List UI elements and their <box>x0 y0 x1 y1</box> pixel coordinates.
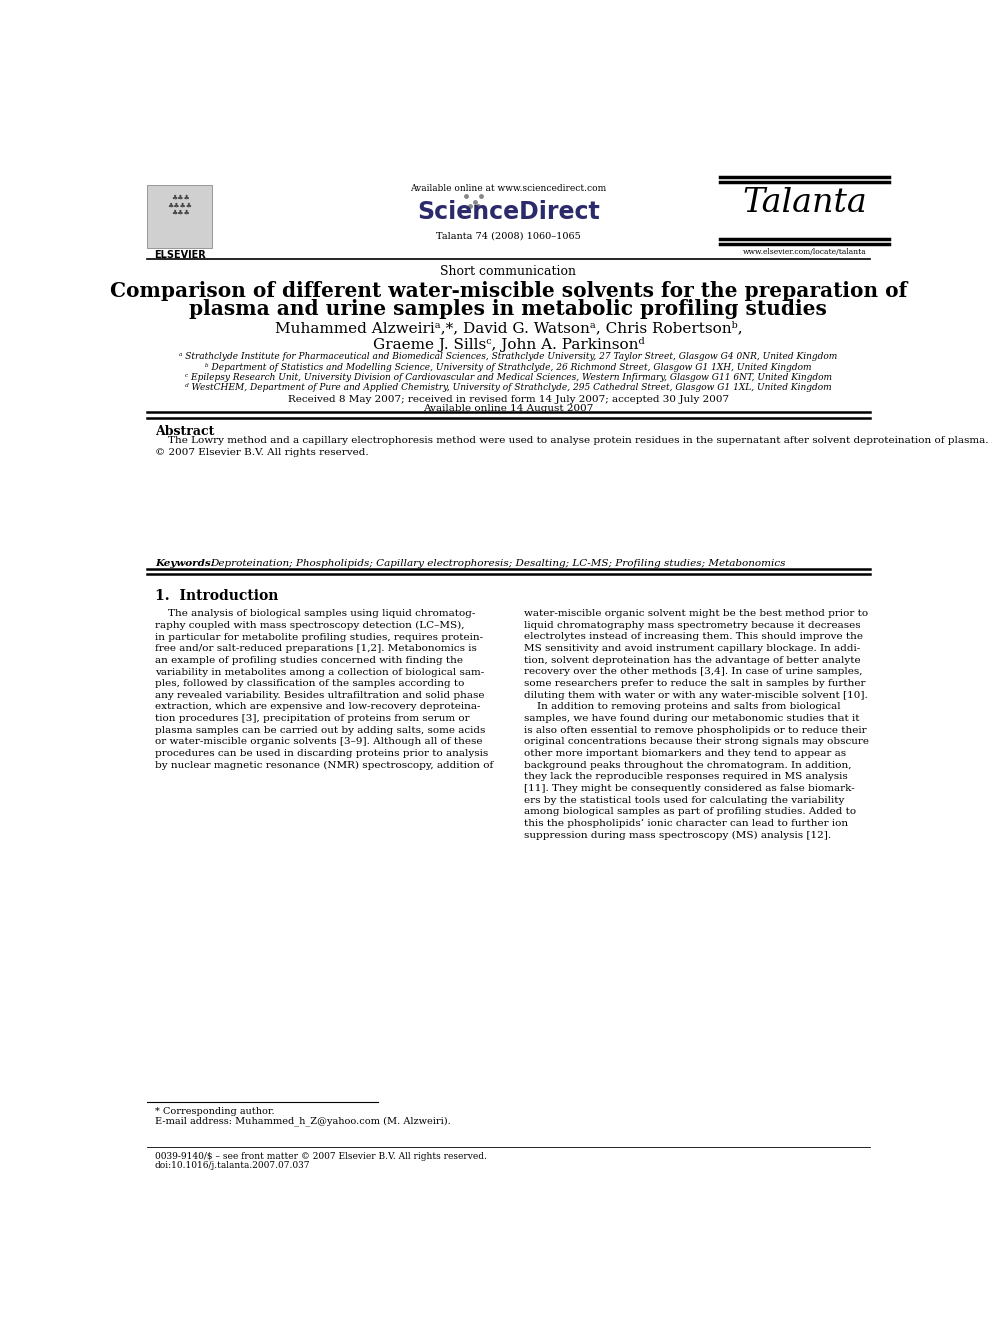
Text: ᵈ WestCHEM, Department of Pure and Applied Chemistry, University of Strathclyde,: ᵈ WestCHEM, Department of Pure and Appli… <box>186 382 831 392</box>
Text: 0039-9140/$ – see front matter © 2007 Elsevier B.V. All rights reserved.: 0039-9140/$ – see front matter © 2007 El… <box>155 1152 487 1162</box>
Text: 1.  Introduction: 1. Introduction <box>155 589 278 603</box>
Text: plasma and urine samples in metabolic profiling studies: plasma and urine samples in metabolic pr… <box>189 299 827 319</box>
Text: Graeme J. Sillsᶜ, John A. Parkinsonᵈ: Graeme J. Sillsᶜ, John A. Parkinsonᵈ <box>373 337 644 352</box>
Text: The analysis of biological samples using liquid chromatog-
raphy coupled with ma: The analysis of biological samples using… <box>155 609 493 770</box>
Text: Comparison of different water-miscible solvents for the preparation of: Comparison of different water-miscible s… <box>110 280 907 302</box>
Text: Short communication: Short communication <box>440 265 576 278</box>
Text: Available online at www.sciencedirect.com: Available online at www.sciencedirect.co… <box>411 184 606 193</box>
Text: ᶜ Epilepsy Research Unit, University Division of Cardiovascular and Medical Scie: ᶜ Epilepsy Research Unit, University Div… <box>185 373 832 382</box>
Text: Available online 14 August 2007: Available online 14 August 2007 <box>424 405 593 413</box>
Text: Talanta 74 (2008) 1060–1065: Talanta 74 (2008) 1060–1065 <box>436 232 580 239</box>
Text: Keywords:: Keywords: <box>155 560 214 568</box>
Text: ♣♣♣
♣♣♣♣
♣♣♣: ♣♣♣ ♣♣♣♣ ♣♣♣ <box>168 196 192 217</box>
Text: * Corresponding author.: * Corresponding author. <box>155 1107 275 1117</box>
Text: ᵇ Department of Statistics and Modelling Science, University of Strathclyde, 26 : ᵇ Department of Statistics and Modelling… <box>205 363 811 372</box>
Text: ᵃ Strathclyde Institute for Pharmaceutical and Biomedical Sciences, Strathclyde : ᵃ Strathclyde Institute for Pharmaceutic… <box>180 352 837 361</box>
Text: Talanta: Talanta <box>742 188 867 220</box>
Text: Received 8 May 2007; received in revised form 14 July 2007; accepted 30 July 200: Received 8 May 2007; received in revised… <box>288 396 729 404</box>
Text: Muhammed Alzweiriᵃ,*, David G. Watsonᵃ, Chris Robertsonᵇ,: Muhammed Alzweiriᵃ,*, David G. Watsonᵃ, … <box>275 321 742 336</box>
Text: www.elsevier.com/locate/talanta: www.elsevier.com/locate/talanta <box>743 249 866 257</box>
Text: Deproteination; Phospholipids; Capillary electrophoresis; Desalting; LC-MS; Prof: Deproteination; Phospholipids; Capillary… <box>210 560 786 568</box>
Text: doi:10.1016/j.talanta.2007.07.037: doi:10.1016/j.talanta.2007.07.037 <box>155 1162 310 1170</box>
Text: E-mail address: Muhammed_h_Z@yahoo.com (M. Alzweiri).: E-mail address: Muhammed_h_Z@yahoo.com (… <box>155 1117 450 1126</box>
Bar <box>147 185 212 249</box>
Text: ELSEVIER: ELSEVIER <box>154 250 206 261</box>
Text: The Lowry method and a capillary electrophoresis method were used to analyse pro: The Lowry method and a capillary electro… <box>155 435 992 456</box>
Text: ScienceDirect: ScienceDirect <box>417 200 600 224</box>
Text: Abstract: Abstract <box>155 425 214 438</box>
Text: water-miscible organic solvent might be the best method prior to
liquid chromato: water-miscible organic solvent might be … <box>524 609 869 840</box>
